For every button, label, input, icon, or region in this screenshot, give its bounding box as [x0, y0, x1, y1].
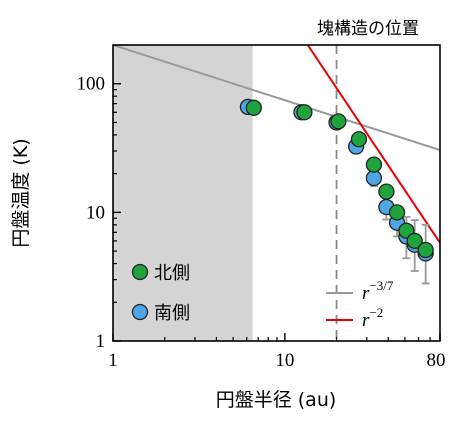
- model-line-0: [113, 45, 440, 152]
- y-tick-label: 100: [77, 74, 106, 95]
- point-north: [330, 113, 347, 130]
- series-legend: 北側 南側: [131, 263, 190, 324]
- point-north: [365, 156, 383, 173]
- shaded-region: [113, 45, 253, 341]
- annotation-label: 塊構造の位置: [317, 19, 419, 39]
- point-north: [406, 232, 423, 250]
- y-tick-label: 1: [96, 331, 106, 352]
- legend-label-north: 北側: [154, 263, 190, 284]
- point-north: [388, 204, 406, 221]
- legend-marker-south: [131, 303, 149, 321]
- x-axis-label: 円盤半径 (au): [216, 389, 337, 411]
- point-north: [350, 131, 368, 148]
- legend-marker-north: [131, 263, 149, 281]
- y-axis-label: 円盤温度 (K): [10, 138, 32, 247]
- point-north: [378, 183, 395, 200]
- x-tick-label: 1: [108, 350, 118, 371]
- model-line-1: [306, 45, 440, 244]
- point-north: [296, 104, 313, 121]
- model-legend: r−3/7 r−2: [326, 278, 394, 331]
- x-tick-label: 80: [427, 350, 446, 371]
- point-north: [417, 241, 434, 259]
- legend-label-r-3-7: r−3/7: [362, 278, 394, 304]
- y-tick-label: 10: [86, 202, 105, 223]
- legend-label-south: 南側: [154, 303, 190, 324]
- point-north: [245, 99, 262, 116]
- legend-label-r-2: r−2: [362, 305, 383, 331]
- x-tick-label: 10: [275, 350, 294, 371]
